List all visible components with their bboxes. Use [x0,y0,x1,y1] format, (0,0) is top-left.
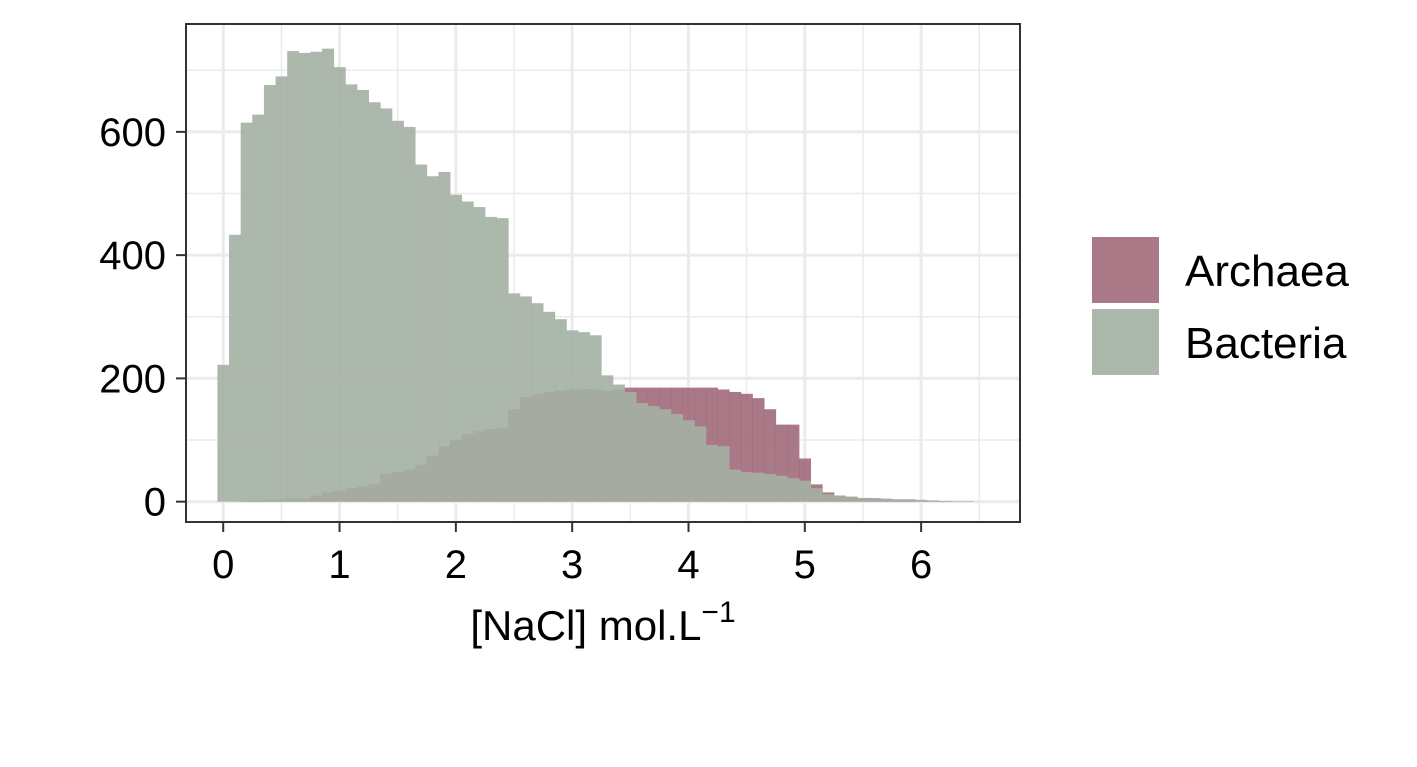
bacteria-bar [450,194,463,502]
x-tick-label: 1 [328,543,350,587]
bacteria-bar [787,478,800,502]
x-tick-label: 3 [561,543,583,587]
bacteria-bar [647,406,660,502]
x-tick-label: 2 [445,543,467,587]
bacteria-bar [938,501,951,502]
bacteria-bar [601,375,614,502]
x-tick-label: 6 [910,543,932,587]
bacteria-bar [705,444,718,502]
bacteria-bar [356,89,370,502]
bacteria-bar [892,499,905,502]
legend-label-archaea: Archaea [1185,247,1349,296]
bacteria-bar [682,420,695,502]
y-tick-label: 600 [99,111,166,155]
bacteria-bar [473,207,486,502]
bacteria-bar [612,384,625,502]
legend-key-bacteria [1092,309,1159,375]
legend: Archaea Bacteria [1092,237,1349,375]
bacteria-bar [415,164,428,502]
bacteria-bar [577,332,591,502]
bacteria-bar [833,495,846,502]
bacteria-bar [298,52,311,502]
y-tick-label: 0 [144,481,166,525]
bacteria-bar [961,501,974,502]
bacteria-bar [263,85,276,502]
bacteria-bar [240,122,253,502]
bacteria-bar [391,120,404,502]
bacteria-bar [554,319,567,502]
bacteria-bar [368,102,381,502]
bacteria-bar [287,51,300,502]
bacteria-bar [275,76,288,502]
bacteria-bar [903,499,916,502]
legend-key-archaea [1092,237,1159,303]
y-axis: 0 200 400 600 [99,111,186,525]
bacteria-bar [461,201,474,502]
bacteria-bar [229,234,242,502]
bacteria-bar [345,84,358,502]
bacteria-bar [426,176,439,502]
bacteria-bar [508,293,521,502]
bacteria-bar [915,499,928,502]
bacteria-bar [624,391,637,502]
bacteria-bar [589,335,602,502]
bacteria-bar [566,330,579,502]
bacteria-bar [531,303,544,502]
bacteria-bar [880,498,893,502]
bacteria-bar [310,51,323,502]
bacteria-bar [717,446,730,502]
bacteria-bar [519,296,532,502]
legend-label-bacteria: Bacteria [1185,319,1347,368]
bacteria-bar [252,114,265,502]
plot-border [185,23,1021,523]
bacteria-bar [752,472,765,502]
bacteria-bar [438,171,451,502]
bacteria-bar [403,126,416,502]
x-tick-label: 4 [677,543,699,587]
bacteria-bar [740,472,753,502]
x-axis: 0 1 2 3 4 5 6 [212,522,932,587]
bacteria-bar [798,480,812,502]
bacteria-bar [671,414,684,502]
bacteria-bar [775,475,788,502]
bacteria-bar [845,496,858,502]
bacteria-bar [694,426,707,502]
y-tick-label: 200 [99,357,166,401]
bacteria-bar [926,500,939,502]
bacteria-bar [857,497,870,502]
bacteria-bar [484,216,497,502]
bacteria-bar [822,494,835,502]
bacteria-bar [380,108,393,502]
bacteria-bar [636,403,649,502]
bacteria-bar [764,473,777,502]
bacteria-bar [543,311,556,502]
bacteria-bars [217,48,974,502]
bacteria-bar [950,501,963,502]
bacteria-bar [810,488,823,502]
bacteria-bar [868,497,881,502]
y-tick-label: 400 [99,234,166,278]
bacteria-bar [322,48,335,502]
bacteria-bar [659,409,672,502]
bacteria-bar [217,364,230,502]
bacteria-bar [496,218,509,502]
bacteria-bar [333,67,346,502]
bacteria-bar [729,469,742,502]
x-axis-title: [NaCl] mol.L−1 [470,596,735,649]
x-tick-label: 5 [794,543,816,587]
x-tick-label: 0 [212,543,234,587]
